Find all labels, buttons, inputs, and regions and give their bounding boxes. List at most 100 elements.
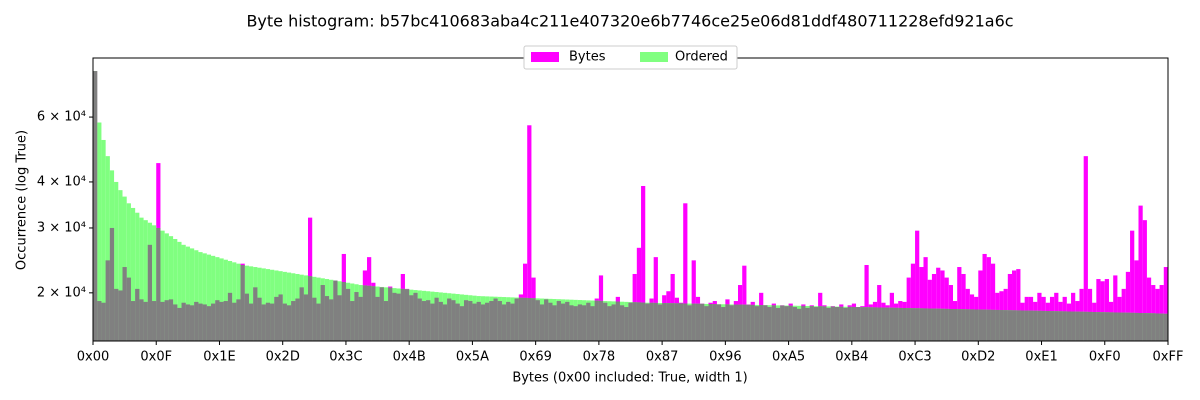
overlap-bar	[93, 71, 98, 341]
overlap-bar	[299, 287, 304, 341]
overlap-bar	[244, 293, 249, 341]
bar	[990, 263, 996, 341]
overlap-bar	[442, 304, 448, 341]
overlap-bar	[1012, 310, 1017, 341]
overlap-bar	[797, 308, 802, 341]
overlap-bar	[999, 310, 1004, 341]
overlap-bar	[1083, 311, 1088, 341]
overlap-bar	[649, 302, 654, 341]
overlap-bar	[813, 307, 819, 341]
bars	[93, 71, 1172, 341]
overlap-bar	[695, 303, 701, 341]
overlap-bar	[156, 227, 161, 341]
bar	[223, 259, 228, 341]
overlap-bar	[877, 307, 882, 341]
overlap-bar	[1134, 312, 1139, 341]
legend-frame	[523, 45, 738, 70]
overlap-bar	[126, 277, 131, 341]
overlap-bar	[716, 304, 722, 341]
overlap-bar	[278, 294, 283, 341]
overlap-bar	[122, 267, 127, 341]
overlap-bar	[240, 265, 245, 341]
overlap-bar	[426, 300, 431, 341]
overlap-bar	[582, 305, 587, 341]
overlap-bar	[308, 276, 313, 341]
overlap-bar	[931, 308, 937, 341]
overlap-bar	[738, 304, 743, 341]
overlap-bar	[674, 303, 679, 341]
bar	[1146, 277, 1152, 341]
overlap-bar	[101, 302, 106, 341]
overlap-bar	[792, 307, 798, 341]
overlap-bar	[202, 304, 207, 341]
bar	[986, 257, 991, 341]
overlap-bar	[569, 305, 574, 341]
overlap-bar	[725, 304, 730, 341]
overlap-bar	[565, 301, 570, 341]
overlap-bar	[164, 300, 169, 341]
overlap-bar	[577, 304, 583, 341]
overlap-bar	[1168, 314, 1172, 341]
overlap-bar	[670, 303, 675, 341]
overlap-bar	[632, 302, 637, 341]
bar	[219, 258, 224, 341]
bar	[143, 220, 148, 341]
overlap-bar	[329, 299, 334, 341]
overlap-bar	[1037, 310, 1042, 341]
overlap-bar	[392, 292, 397, 341]
overlap-bar	[598, 300, 604, 341]
overlap-bar	[375, 296, 380, 341]
overlap-bar	[607, 306, 612, 341]
overlap-bar	[1028, 310, 1034, 341]
overlap-bar	[1121, 312, 1126, 341]
overlap-bar	[303, 294, 308, 341]
x-tick-label: 0x2D	[266, 350, 300, 365]
overlap-bar	[990, 309, 996, 341]
overlap-bar	[1049, 311, 1055, 341]
overlap-bar	[219, 301, 224, 341]
overlap-bar	[759, 305, 764, 341]
overlap-bar	[341, 282, 346, 341]
overlap-bar	[421, 301, 427, 341]
overlap-bar	[312, 297, 317, 341]
overlap-bar	[936, 308, 941, 341]
overlap-bar	[1066, 311, 1072, 341]
bar	[1151, 285, 1156, 341]
overlap-bar	[594, 300, 599, 341]
x-tick-label: 0xC3	[898, 350, 931, 365]
overlap-bar	[1092, 312, 1097, 341]
overlap-bar	[851, 306, 857, 341]
overlap-bar	[223, 301, 228, 341]
overlap-bar	[232, 302, 237, 341]
bar	[683, 203, 688, 341]
bar	[1016, 269, 1021, 341]
overlap-bar	[961, 309, 966, 341]
overlap-bar	[641, 302, 646, 341]
overlap-bar	[489, 301, 494, 341]
overlap-bar	[434, 297, 439, 341]
bar	[923, 257, 928, 341]
bar	[527, 125, 532, 341]
bar	[1142, 220, 1147, 341]
chart-title: Byte histogram: b57bc410683aba4c211e4073…	[246, 12, 1013, 31]
overlap-bar	[480, 304, 486, 341]
overlap-bar	[354, 292, 359, 341]
overlap-bar	[295, 298, 300, 341]
overlap-bar	[775, 307, 781, 341]
bar	[931, 273, 937, 341]
overlap-bar	[889, 307, 894, 341]
overlap-bar	[173, 304, 178, 341]
bar	[641, 185, 646, 341]
overlap-bar	[362, 285, 368, 341]
overlap-bar	[350, 301, 355, 341]
bar	[164, 233, 169, 341]
x-tick-label: 0x4B	[393, 350, 426, 365]
overlap-bar	[367, 285, 372, 341]
overlap-bar	[168, 299, 174, 341]
overlap-bar	[274, 296, 279, 341]
overlap-bar	[139, 299, 144, 341]
overlap-bar	[485, 302, 490, 341]
overlap-bar	[286, 305, 292, 341]
overlap-bar	[872, 307, 878, 341]
overlap-bar	[548, 302, 553, 341]
